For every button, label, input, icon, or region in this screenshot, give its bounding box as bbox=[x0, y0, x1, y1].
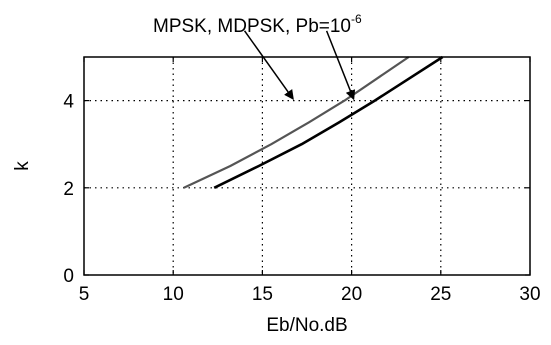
chart-title: MPSK, MDPSK, Pb=10-6 bbox=[153, 12, 362, 37]
annotation-arrow-1 bbox=[243, 30, 294, 101]
annotation-layer bbox=[243, 30, 356, 101]
x-tick-label: 20 bbox=[341, 284, 362, 305]
y-axis-title: k bbox=[12, 161, 33, 171]
series-line-2 bbox=[213, 55, 444, 189]
x-axis-title: Eb/No.dB bbox=[266, 315, 347, 336]
x-tick-label: 15 bbox=[252, 284, 273, 305]
plot-area-frame bbox=[83, 56, 531, 276]
x-tick-label: 30 bbox=[519, 284, 540, 305]
y-tick-label: 2 bbox=[63, 179, 74, 200]
y-tick-label: 4 bbox=[63, 92, 74, 113]
title-superscript: -6 bbox=[351, 12, 362, 26]
grid-layer bbox=[84, 57, 530, 275]
tick-layer: 5 10 15 20 25 30 0 2 4 bbox=[63, 57, 541, 305]
series-line-1 bbox=[183, 56, 410, 189]
annotation-arrow-2 bbox=[325, 30, 356, 101]
series-layer bbox=[183, 55, 444, 189]
y-tick-label: 0 bbox=[63, 266, 74, 287]
x-tick-label: 10 bbox=[163, 284, 184, 305]
x-tick-label: 5 bbox=[79, 284, 90, 305]
x-tick-label: 25 bbox=[430, 284, 451, 305]
